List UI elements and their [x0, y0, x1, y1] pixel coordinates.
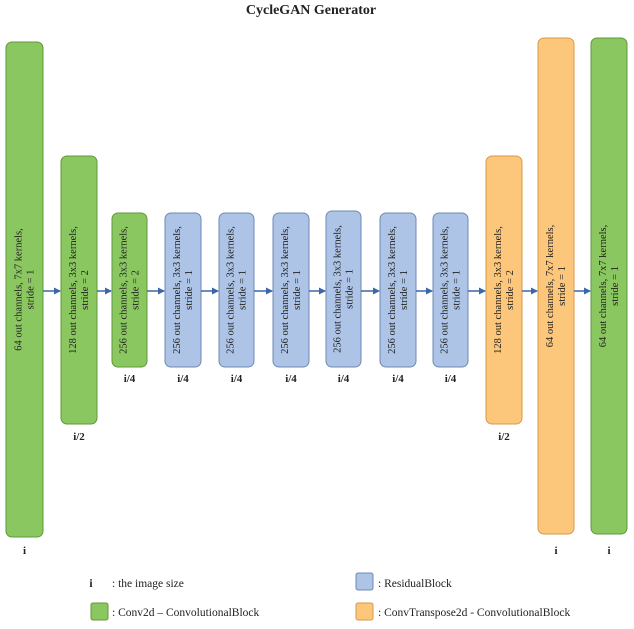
legend-image-label: : the image size — [112, 578, 184, 590]
layer-block-1: 64 out channels, 7x7 kernels,stride = 1 i — [5, 41, 44, 557]
layer-block-6: 256 out channels, 3x3 kernels,stride = 1… — [272, 212, 310, 385]
conv-block-shape — [111, 212, 148, 368]
transpose-block-shape — [485, 155, 523, 425]
conv-block-shape — [5, 41, 44, 538]
block-label-line-1: 256 out channels, 3x3 kernels, — [387, 226, 398, 354]
block-label: 256 out channels, 3x3 kernels,stride = 1 — [333, 225, 356, 353]
block-label-line-2: stride = 2 — [505, 270, 516, 310]
block-label-line-2: stride = 1 — [26, 270, 37, 310]
layer-block-4: 256 out channels, 3x3 kernels,stride = 1… — [164, 212, 202, 385]
block-label: 64 out channels, 7x7 kernels,stride = 1 — [545, 225, 568, 347]
layer-block-10: 128 out channels, 3x3 kernels,stride = 2… — [485, 155, 523, 443]
residual-block-shape — [325, 210, 362, 368]
layer-block-3: 256 out channels, 3x3 kernels,stride = 2… — [111, 212, 148, 385]
block-label-line-1: 256 out channels, 3x3 kernels, — [119, 226, 130, 354]
legend-residual-swatch — [355, 572, 374, 591]
block-size-label: i — [554, 545, 557, 557]
block-label: 128 out channels, 3x3 kernels,stride = 2 — [68, 226, 91, 354]
conv-block-shape — [590, 37, 628, 535]
transpose-block-shape — [537, 37, 575, 535]
block-label-line-2: stride = 1 — [292, 270, 303, 310]
block-label-line-1: 64 out channels, 7x7 kernels, — [14, 228, 25, 350]
block-label: 256 out channels, 3x3 kernels,stride = 1 — [440, 226, 463, 354]
block-size-label: i/2 — [73, 431, 85, 443]
block-size-label: i/4 — [392, 373, 404, 385]
block-label-line-1: 128 out channels, 3x3 kernels, — [493, 226, 504, 354]
block-label-line-2: stride = 1 — [184, 270, 195, 310]
diagram-title: CycleGAN Generator — [246, 3, 376, 18]
legend-transpose-swatch — [355, 602, 374, 621]
block-label: 256 out channels, 3x3 kernels,stride = 1 — [280, 226, 303, 354]
legend-conv-label: : Conv2d – ConvolutionalBlock — [112, 607, 260, 619]
layer-block-9: 256 out channels, 3x3 kernels,stride = 1… — [432, 212, 469, 385]
residual-block-shape — [379, 212, 417, 368]
legend-image-symbol: i — [89, 578, 93, 590]
block-label: 128 out channels, 3x3 kernels,stride = 2 — [493, 226, 516, 354]
block-size-label: i — [23, 545, 26, 557]
layer-block-8: 256 out channels, 3x3 kernels,stride = 1… — [379, 212, 417, 385]
block-label-line-2: stride = 1 — [345, 269, 356, 309]
block-size-label: i/4 — [445, 373, 457, 385]
layer-block-11: 64 out channels, 7x7 kernels,stride = 1 i — [537, 37, 575, 557]
block-label-line-2: stride = 1 — [557, 266, 568, 306]
block-label-line-1: 256 out channels, 3x3 kernels, — [226, 226, 237, 354]
block-size-label: i/4 — [338, 373, 350, 385]
layer-block-5: 256 out channels, 3x3 kernels,stride = 1… — [218, 212, 255, 385]
block-label-line-2: stride = 2 — [80, 270, 91, 310]
legend-transpose-label: : ConvTranspose2d - ConvolutionalBlock — [378, 607, 570, 619]
block-label: 256 out channels, 3x3 kernels,stride = 1 — [226, 226, 249, 354]
residual-block-shape — [432, 212, 469, 368]
block-label-line-2: stride = 1 — [452, 270, 463, 310]
block-label: 256 out channels, 3x3 kernels,stride = 1 — [172, 226, 195, 354]
layer-block-7: 256 out channels, 3x3 kernels,stride = 1… — [325, 210, 362, 385]
block-label-line-2: stride = 1 — [399, 270, 410, 310]
block-label: 256 out channels, 3x3 kernels,stride = 2 — [119, 226, 142, 354]
block-size-label: i — [607, 545, 610, 557]
legend-conv-swatch — [90, 602, 109, 621]
block-label-line-1: 256 out channels, 3x3 kernels, — [280, 226, 291, 354]
residual-block-shape — [272, 212, 310, 368]
block-label-line-2: stride = 2 — [131, 270, 142, 310]
block-label-line-1: 256 out channels, 3x3 kernels, — [333, 225, 344, 353]
block-label-line-1: 128 out channels, 3x3 kernels, — [68, 226, 79, 354]
block-label-line-1: 64 out channels, 7x7 kernels, — [545, 225, 556, 347]
layer-block-2: 128 out channels, 3x3 kernels,stride = 2… — [60, 155, 98, 443]
block-label-line-1: 256 out channels, 3x3 kernels, — [172, 226, 183, 354]
block-size-label: i/4 — [124, 373, 136, 385]
layer-block-12: 64 out channels, 7x7 kernels,stride = 1 i — [590, 37, 628, 557]
block-label: 64 out channels, 7x7 kernels,stride = 1 — [14, 228, 37, 350]
block-size-label: i/2 — [498, 431, 510, 443]
residual-block-shape — [218, 212, 255, 368]
block-label-line-2: stride = 1 — [610, 266, 621, 306]
blocks-layer: 64 out channels, 7x7 kernels,stride = 1i… — [5, 37, 628, 557]
conv-block-shape — [60, 155, 98, 425]
block-size-label: i/4 — [285, 373, 297, 385]
residual-block-shape — [164, 212, 202, 368]
block-label-line-1: 256 out channels, 3x3 kernels, — [440, 226, 451, 354]
block-size-label: i/4 — [231, 373, 243, 385]
block-label: 256 out channels, 3x3 kernels,stride = 1 — [387, 226, 410, 354]
legend-residual-label: : ResidualBlock — [378, 578, 452, 590]
block-label-line-1: 64 out channels, 7x7 kernels, — [598, 225, 609, 347]
legend: i : the image size : ResidualBlock : Con… — [89, 572, 570, 621]
block-size-label: i/4 — [177, 373, 189, 385]
block-label: 64 out channels, 7x7 kernels,stride = 1 — [598, 225, 621, 347]
block-label-line-2: stride = 1 — [238, 270, 249, 310]
